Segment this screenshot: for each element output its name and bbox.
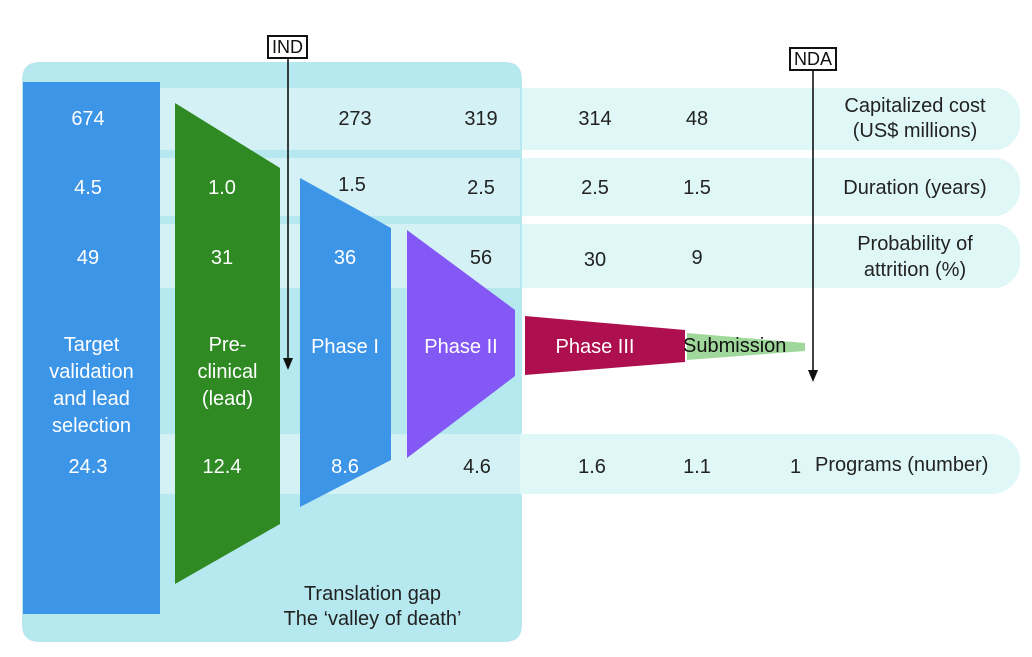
cost-label-line2: (US$ millions): [852, 120, 978, 142]
ind-arrow-head: [283, 358, 293, 370]
valley-of-death-caption: The ‘valley of death’: [283, 608, 462, 630]
programs-label: Programs (number): [815, 454, 989, 476]
stage-phase-i-shape: [300, 178, 391, 507]
duration-label: Duration (years): [843, 177, 987, 199]
nda-arrow-head: [808, 370, 818, 382]
programs-phase-ii: 4.6: [463, 456, 491, 478]
programs-phase-i: 8.6: [331, 456, 359, 478]
duration-preclinical: 1.0: [208, 177, 236, 199]
duration-phase-iii: 2.5: [581, 177, 609, 199]
cost-phase-i: 273: [338, 108, 372, 130]
programs-submission: 1.1: [683, 456, 711, 478]
attrition-phase-iii: 30: [583, 249, 607, 271]
duration-phase-i: 1.5: [338, 174, 366, 196]
attrition-label-line1: Probability of: [857, 233, 973, 255]
stage-submission-label: Submission: [683, 335, 787, 357]
duration-phase-ii: 2.5: [467, 177, 495, 199]
stage-phase-ii-shape: [407, 230, 515, 458]
attrition-phase-i: 36: [333, 247, 357, 269]
cost-submission: 48: [685, 108, 709, 130]
ind-milestone-box: IND: [267, 35, 308, 59]
stage-phase-iii-shape: [525, 316, 685, 375]
duration-target-validation: 4.5: [74, 177, 102, 199]
duration-submission: 1.5: [683, 177, 711, 199]
stage-preclinical-shape: [175, 103, 280, 584]
cost-label-line1: Capitalized cost: [844, 95, 986, 117]
attrition-submission: 9: [691, 247, 703, 269]
nda-milestone-box: NDA: [789, 47, 838, 71]
programs-target-validation: 24.3: [68, 456, 108, 478]
programs-preclinical: 12.4: [202, 456, 242, 478]
translation-gap-title: Translation gap: [303, 583, 442, 605]
attrition-preclinical: 31: [210, 247, 234, 269]
cost-phase-ii: 319: [464, 108, 498, 130]
cost-phase-iii: 314: [578, 108, 612, 130]
programs-final: 1: [790, 456, 802, 478]
stage-submission-shape: [687, 333, 805, 360]
stage-phase-i-label: Phase I: [311, 336, 379, 358]
stage-target-validation-shape: [23, 82, 160, 614]
attrition-label-line2: attrition (%): [863, 259, 967, 281]
attrition-phase-ii: 56: [469, 247, 493, 269]
stage-phase-ii-label: Phase II: [424, 336, 498, 358]
stage-preclinical-label: Pre- clinical (lead): [197, 334, 258, 410]
programs-phase-iii: 1.6: [578, 456, 606, 478]
attrition-target-validation: 49: [76, 247, 100, 269]
stage-target-validation-label: Target validation and lead selection: [49, 334, 134, 437]
cost-target-validation: 674: [71, 108, 105, 130]
stage-phase-iii-label: Phase III: [555, 336, 635, 358]
